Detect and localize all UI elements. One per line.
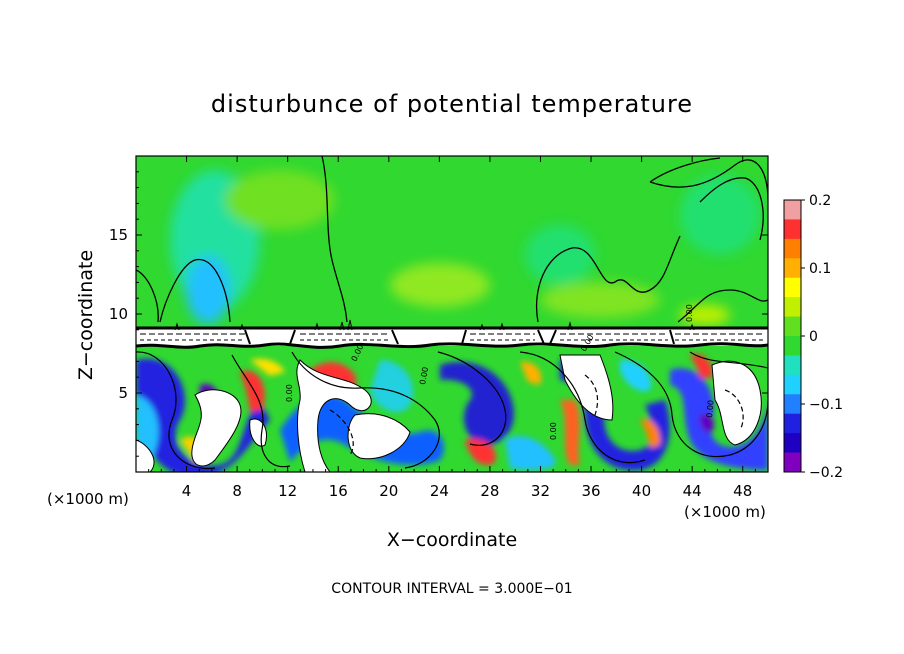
- y-tick-label: 5: [118, 384, 128, 402]
- contour-line: [535, 235, 681, 323]
- eddy-band-yellow: [250, 358, 285, 376]
- x-tick-label: 4: [182, 482, 192, 500]
- colorbar-swatch: [784, 452, 801, 473]
- contour-line-dashed: [329, 409, 354, 456]
- x-axis-label: X−coordinate: [387, 529, 517, 551]
- x-tick-label: 28: [480, 482, 499, 500]
- layer-boundary-bottom-edge: [136, 342, 768, 349]
- layer-boundary-spikes: [174, 319, 695, 331]
- x-unit-left: (×1000 m): [47, 490, 129, 508]
- y-axis: 5 10 15: [109, 171, 768, 457]
- x-tick-label: 12: [278, 482, 297, 500]
- colorbar-swatch: [784, 258, 801, 279]
- x-tick-label: 44: [683, 482, 702, 500]
- y-tick-label: 10: [109, 305, 128, 323]
- layer-boundary-pinch: [244, 329, 675, 345]
- upper-field-texture: [170, 170, 760, 325]
- eddy-band-cyan: [505, 436, 556, 470]
- x-tick-label: 20: [379, 482, 398, 500]
- colorbar-tick-label: −0.1: [809, 397, 843, 413]
- contour-interval-note: CONTOUR INTERVAL = 3.000E−01: [331, 581, 572, 597]
- contour-line-dashed: [584, 374, 599, 416]
- contour-line: [699, 177, 764, 241]
- colorbar-swatch: [784, 355, 801, 376]
- lower-contours: [136, 351, 768, 470]
- colorbar-swatch: [784, 277, 801, 298]
- y-axis-label: Z−coordinate: [75, 250, 97, 380]
- colorbar-swatch: [784, 433, 801, 454]
- colorbar-swatch: [784, 297, 801, 318]
- colorbar-tick-label: 0.2: [809, 193, 831, 209]
- contour-line: [136, 351, 216, 470]
- x-tick-label: 24: [430, 482, 449, 500]
- eddy-band-warm: [560, 400, 580, 465]
- white-region: [347, 413, 411, 460]
- contour-label: 0.00: [685, 304, 694, 322]
- contour-line: [689, 351, 768, 369]
- eddy-band-cool: [670, 368, 768, 470]
- upper-cool-patch: [680, 175, 760, 255]
- colorbar-tick-label: −0.2: [809, 465, 843, 481]
- eddy-band-warm: [640, 419, 661, 448]
- x-tick-label: 8: [232, 482, 242, 500]
- x-tick-label: 48: [733, 482, 752, 500]
- eddy-band-yellow: [520, 361, 542, 385]
- colorbar-swatch: [784, 200, 801, 220]
- x-tick-label: 40: [632, 482, 651, 500]
- colorbar-tick-label: 0.1: [809, 261, 831, 277]
- colorbar-swatch: [784, 219, 801, 240]
- contour-line: [614, 351, 768, 458]
- contour-line: [159, 259, 231, 323]
- contour-line-dashed: [724, 389, 744, 431]
- chart-title: disturbunce of potential temperature: [211, 90, 693, 118]
- x-tick-label: 16: [329, 482, 348, 500]
- undefined-regions: [136, 354, 762, 472]
- upper-warm-patch: [225, 170, 335, 230]
- colorbar-swatch: [784, 413, 801, 434]
- upper-warm-patch: [540, 282, 660, 318]
- contour-line: [136, 269, 159, 323]
- contour-line: [649, 157, 721, 183]
- x-tick-label: 32: [531, 482, 550, 500]
- eddy-band-warm: [240, 370, 265, 412]
- white-region: [559, 354, 614, 421]
- white-region: [711, 360, 762, 446]
- white-region: [191, 389, 242, 467]
- colorbar-swatch: [784, 316, 801, 337]
- colorbar-swatch: [784, 394, 801, 415]
- white-region: [136, 439, 155, 472]
- contour-label: 0.00: [418, 366, 430, 385]
- y-tick-label: 15: [109, 226, 128, 244]
- contour-line: [649, 159, 768, 201]
- upper-warm-patch: [390, 263, 490, 307]
- contour-line: [677, 289, 768, 323]
- contour-line: [291, 351, 440, 469]
- colorbar-swatch: [784, 336, 801, 356]
- contour-line: [437, 351, 507, 446]
- contour-label: 0.00: [549, 422, 558, 440]
- eddy-band-warm: [690, 354, 713, 378]
- upper-contours: [136, 156, 768, 323]
- contour-label: 0.00: [705, 400, 716, 419]
- colorbar: 0.2 0.1 0 −0.1 −0.2: [783, 193, 843, 481]
- eddy-band-cool: [440, 361, 514, 446]
- contour-line: [519, 351, 646, 464]
- contour-line: [231, 354, 291, 468]
- plot-area: 0.00 0.00 0.00 0.00 0.00 0.00 0.00: [136, 156, 768, 472]
- contour-label: 0.00: [285, 384, 294, 402]
- upper-cool-patch: [525, 225, 595, 285]
- layer-boundary: [136, 319, 768, 349]
- eddy-purple-core: [699, 413, 715, 433]
- colorbar-tick-label: 0: [809, 329, 818, 345]
- contour-line: [321, 156, 348, 323]
- x-unit-right: (×1000 m): [684, 503, 766, 521]
- colorbar-swatch: [784, 238, 801, 259]
- x-tick-label: 36: [581, 482, 600, 500]
- eddy-band-cyan: [370, 360, 414, 413]
- upper-cool-plume-core: [186, 256, 230, 324]
- x-axis: 4 8 12 16 20 24 28 32 36 40 44 48: [148, 156, 756, 500]
- colorbar-swatch: [784, 374, 801, 395]
